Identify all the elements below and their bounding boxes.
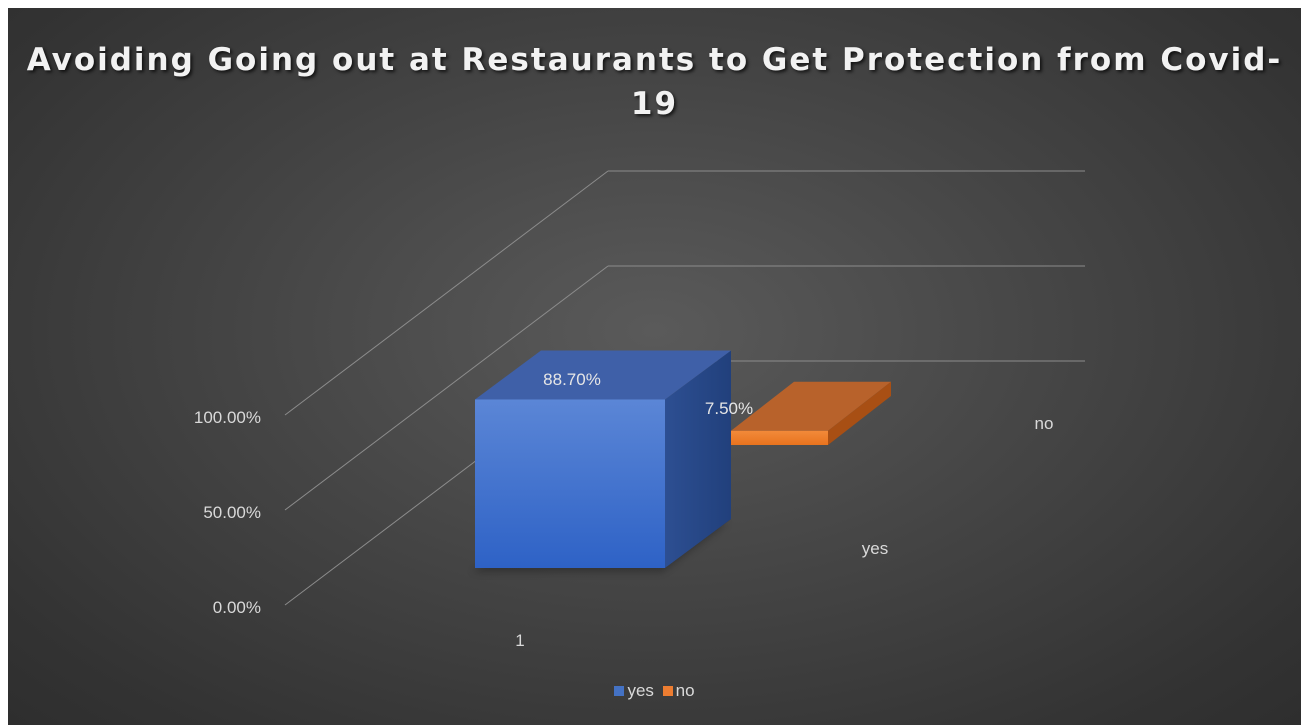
depth-label-yes: yes bbox=[862, 539, 888, 558]
bar-no-front bbox=[731, 430, 828, 445]
category-label-0: 1 bbox=[515, 631, 524, 650]
legend: yes no bbox=[8, 681, 1301, 701]
chart-title: Avoiding Going out at Restaurants to Get… bbox=[26, 42, 1283, 122]
legend-label-no: no bbox=[675, 681, 695, 700]
bar-yes-side bbox=[665, 350, 731, 568]
legend-swatch-no bbox=[662, 686, 673, 696]
bar-yes-front bbox=[475, 399, 665, 568]
gridline-side-1 bbox=[284, 265, 609, 511]
data-label-no: 7.50% bbox=[705, 399, 753, 418]
bar-yes-top bbox=[475, 350, 731, 400]
y-tick-label-2: 100.00% bbox=[194, 408, 261, 427]
legend-item-yes: yes bbox=[614, 681, 654, 701]
legend-item-no: no bbox=[662, 681, 695, 701]
depth-label-no: no bbox=[1035, 414, 1054, 433]
legend-swatch-yes bbox=[614, 686, 625, 696]
gridline-side-2 bbox=[284, 170, 609, 416]
y-tick-label-1: 50.00% bbox=[203, 503, 261, 522]
bar-no-top bbox=[731, 381, 891, 431]
bar-no-side bbox=[828, 381, 891, 445]
chart-area: Avoiding Going out at Restaurants to Get… bbox=[8, 8, 1301, 725]
chart-plot: 0.00% 50.00% 100.00% 88.70% 7.50% yes no 1 bbox=[194, 170, 1085, 650]
data-label-yes: 88.70% bbox=[543, 370, 601, 389]
legend-label-yes: yes bbox=[627, 681, 654, 700]
y-tick-label-0: 0.00% bbox=[213, 598, 261, 617]
